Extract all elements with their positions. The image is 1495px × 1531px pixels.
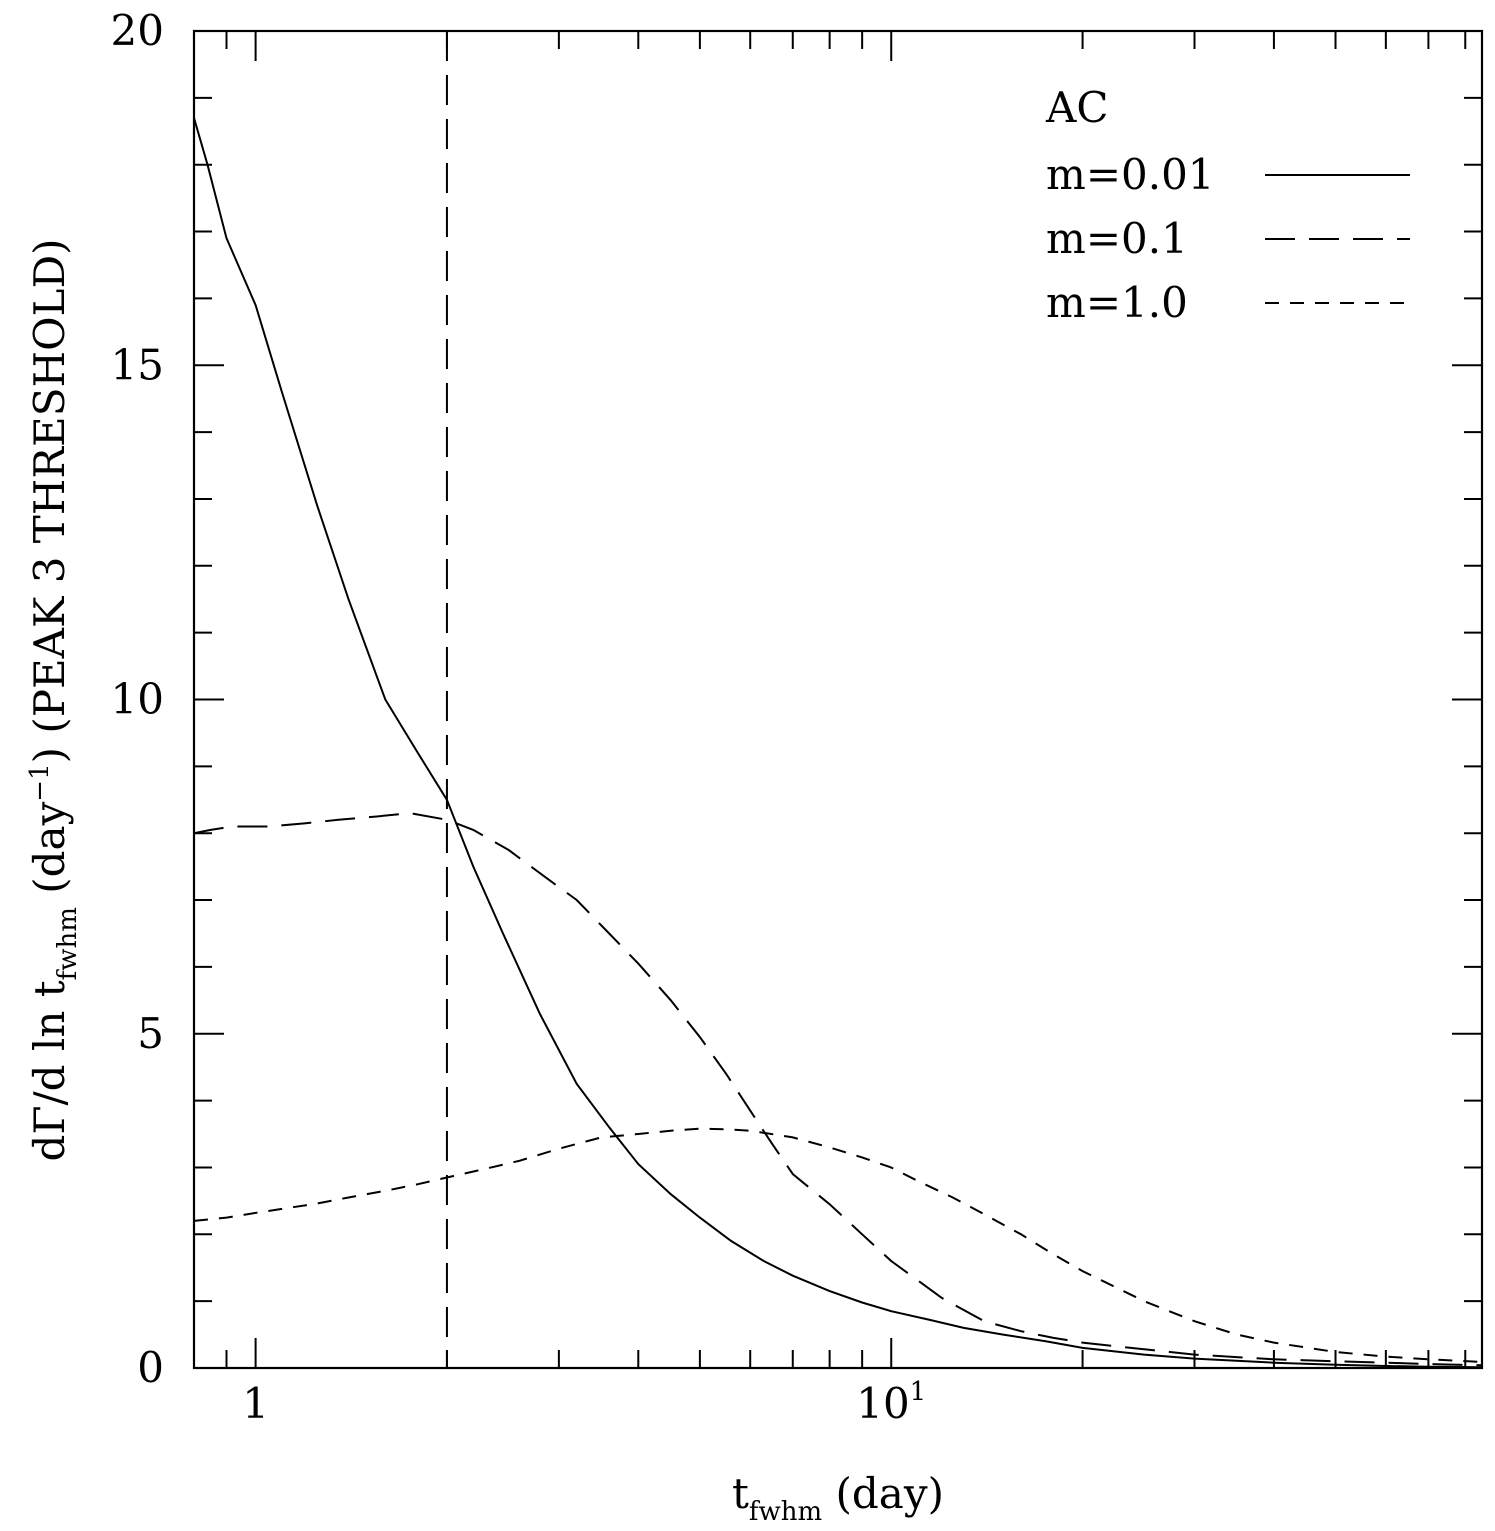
series-line-1 <box>193 117 1483 1369</box>
x-axis-label: tfwhm (day) <box>732 1469 944 1527</box>
y-axis-label-post: ) (PEAK 3 THRESHOLD) <box>25 238 74 763</box>
y-tick-label: 15 <box>111 340 164 389</box>
legend-label-1: m=0.01 <box>1046 150 1215 199</box>
x-axis-label-rest: (day) <box>822 1469 944 1518</box>
x-axis-label-sub: fwhm <box>749 1497 822 1527</box>
x-tick-label: 101 <box>856 1377 926 1428</box>
x-tick-label: 1 <box>242 1379 269 1428</box>
x-tick-labels: 1 101 <box>242 1377 926 1428</box>
y-tick-label: 5 <box>137 1009 164 1058</box>
y-tick-label: 20 <box>111 6 164 55</box>
y-tick-label: 0 <box>137 1343 164 1392</box>
plot-frame <box>192 29 1484 1370</box>
series-line-3 <box>193 1127 1483 1363</box>
ticks-layer <box>194 30 1482 1369</box>
y-tick-labels: 0 5 10 15 20 <box>111 6 164 1392</box>
x-axis-label-main: t <box>732 1469 749 1518</box>
y-axis-label-sub: fwhm <box>53 907 83 980</box>
y-axis-label-pre: dΓ/d ln t <box>25 980 74 1161</box>
legend-label-3: m=1.0 <box>1046 278 1188 327</box>
y-axis-label-sup: −1 <box>25 763 55 801</box>
y-axis-label-mid: (day <box>25 801 74 907</box>
legend-title: AC <box>1045 83 1108 132</box>
y-axis-label: dΓ/d ln tfwhm (day−1) (PEAK 3 THRESHOLD) <box>25 238 83 1161</box>
series-layer <box>193 117 1483 1369</box>
legend: AC m=0.01 m=0.1 m=1.0 <box>1045 83 1410 327</box>
series-line-2 <box>193 812 1483 1367</box>
legend-items: m=0.01 m=0.1 m=1.0 <box>1046 150 1410 327</box>
y-tick-label: 10 <box>111 675 164 724</box>
legend-label-2: m=0.1 <box>1046 214 1188 263</box>
